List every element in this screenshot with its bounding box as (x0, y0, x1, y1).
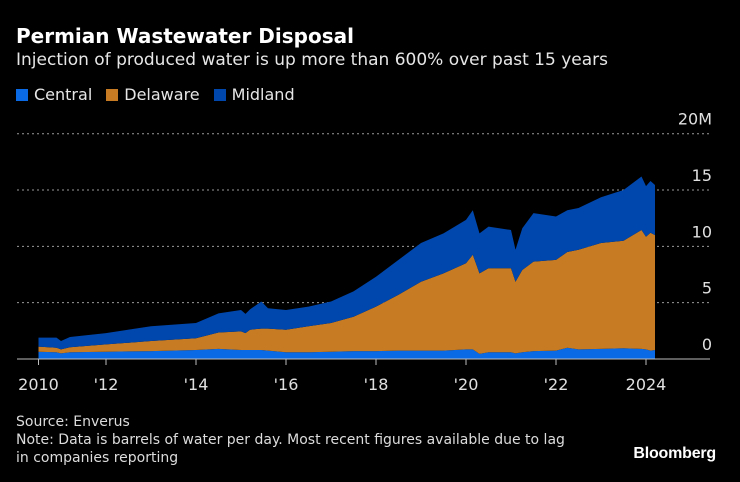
legend-swatch-central (16, 88, 28, 101)
y-tick-label: 5 (702, 279, 712, 298)
x-tick-label: 2024 (626, 375, 667, 394)
area-central (38, 347, 655, 359)
area-midland (38, 176, 655, 350)
x-tick-label: '20 (454, 375, 479, 394)
legend-label-central: Central (34, 85, 93, 104)
x-tick-label: '18 (364, 375, 389, 394)
legend-item-midland: Midland (213, 85, 295, 104)
legend-swatch-delaware (106, 88, 119, 101)
x-tick-label: '12 (94, 375, 119, 394)
legend-label-delaware: Delaware (124, 85, 200, 104)
legend-item-delaware: Delaware (106, 85, 200, 104)
y-tick-label: 15 (692, 166, 712, 185)
area-delaware (38, 230, 655, 354)
footer: Source: Enverus Note: Data is barrels of… (16, 413, 576, 467)
source-note: Source: Enverus (16, 414, 130, 430)
legend-item-central: Central (16, 85, 92, 104)
data-note: Note: Data is barrels of water per day. … (16, 432, 565, 466)
x-tick-label: '14 (184, 375, 209, 394)
x-tick-label: 2010 (18, 375, 59, 394)
legend: Central Delaware Midland (16, 85, 295, 104)
x-tick-label: '16 (274, 375, 299, 394)
legend-label-midland: Midland (231, 85, 295, 104)
chart-title: Permian Wastewater Disposal (16, 24, 354, 48)
y-tick-label: 10 (692, 222, 712, 241)
y-tick-label: 0 (702, 335, 712, 354)
x-tick-label: '22 (544, 375, 569, 394)
legend-swatch-midland (213, 88, 226, 101)
y-tick-label: 20M (678, 110, 712, 129)
chart-subtitle: Injection of produced water is up more t… (16, 50, 608, 70)
bloomberg-logo: Bloomberg (633, 445, 716, 462)
